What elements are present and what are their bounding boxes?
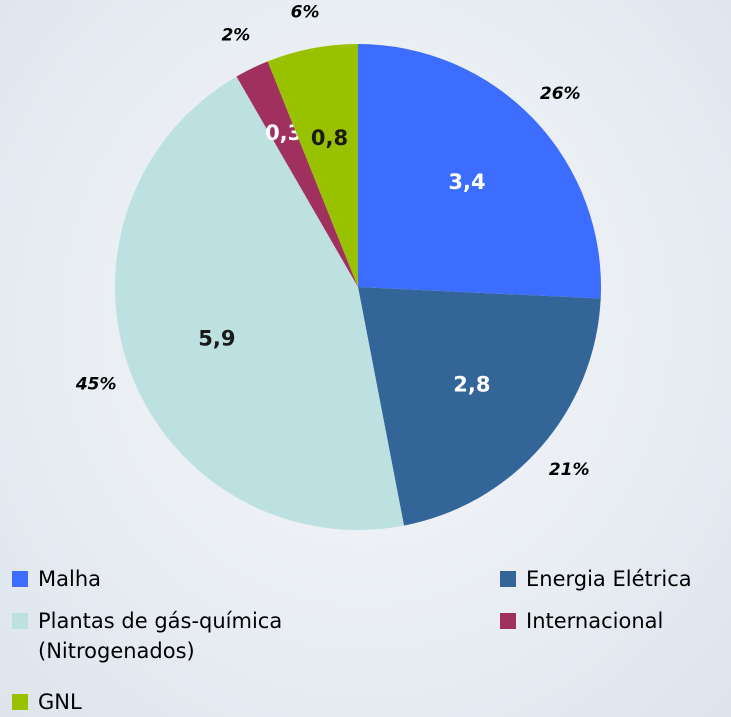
legend-swatch bbox=[12, 613, 28, 629]
value-label: 3,4 bbox=[448, 170, 485, 194]
legend-label: Malha bbox=[38, 567, 101, 591]
value-label: 0,8 bbox=[311, 126, 348, 150]
value-label: 2,8 bbox=[453, 373, 490, 397]
legend-swatch bbox=[500, 613, 516, 629]
percent-label: 21% bbox=[549, 460, 590, 480]
legend-swatch bbox=[12, 571, 28, 587]
legend-swatch bbox=[12, 694, 28, 710]
value-label: 5,9 bbox=[198, 327, 235, 351]
legend-label: Energia Elétrica bbox=[526, 567, 692, 591]
legend-label: GNL bbox=[38, 690, 82, 714]
legend-label: Plantas de gás-química (Nitrogenados) bbox=[38, 609, 283, 663]
pie-slice bbox=[358, 44, 602, 299]
legend-swatch bbox=[500, 571, 516, 587]
pie-slice bbox=[114, 76, 404, 531]
percent-label: 45% bbox=[75, 375, 117, 395]
percent-label: 6% bbox=[291, 3, 320, 23]
pie-slice bbox=[267, 44, 358, 287]
percent-label: 2% bbox=[221, 26, 250, 46]
legend-label: Internacional bbox=[526, 609, 664, 633]
chart: 3,426%2,821%5,945%0,32%0,86% bbox=[75, 3, 602, 531]
pie-slice bbox=[236, 61, 358, 288]
pie-slice bbox=[358, 287, 601, 526]
percent-label: 26% bbox=[540, 84, 581, 104]
